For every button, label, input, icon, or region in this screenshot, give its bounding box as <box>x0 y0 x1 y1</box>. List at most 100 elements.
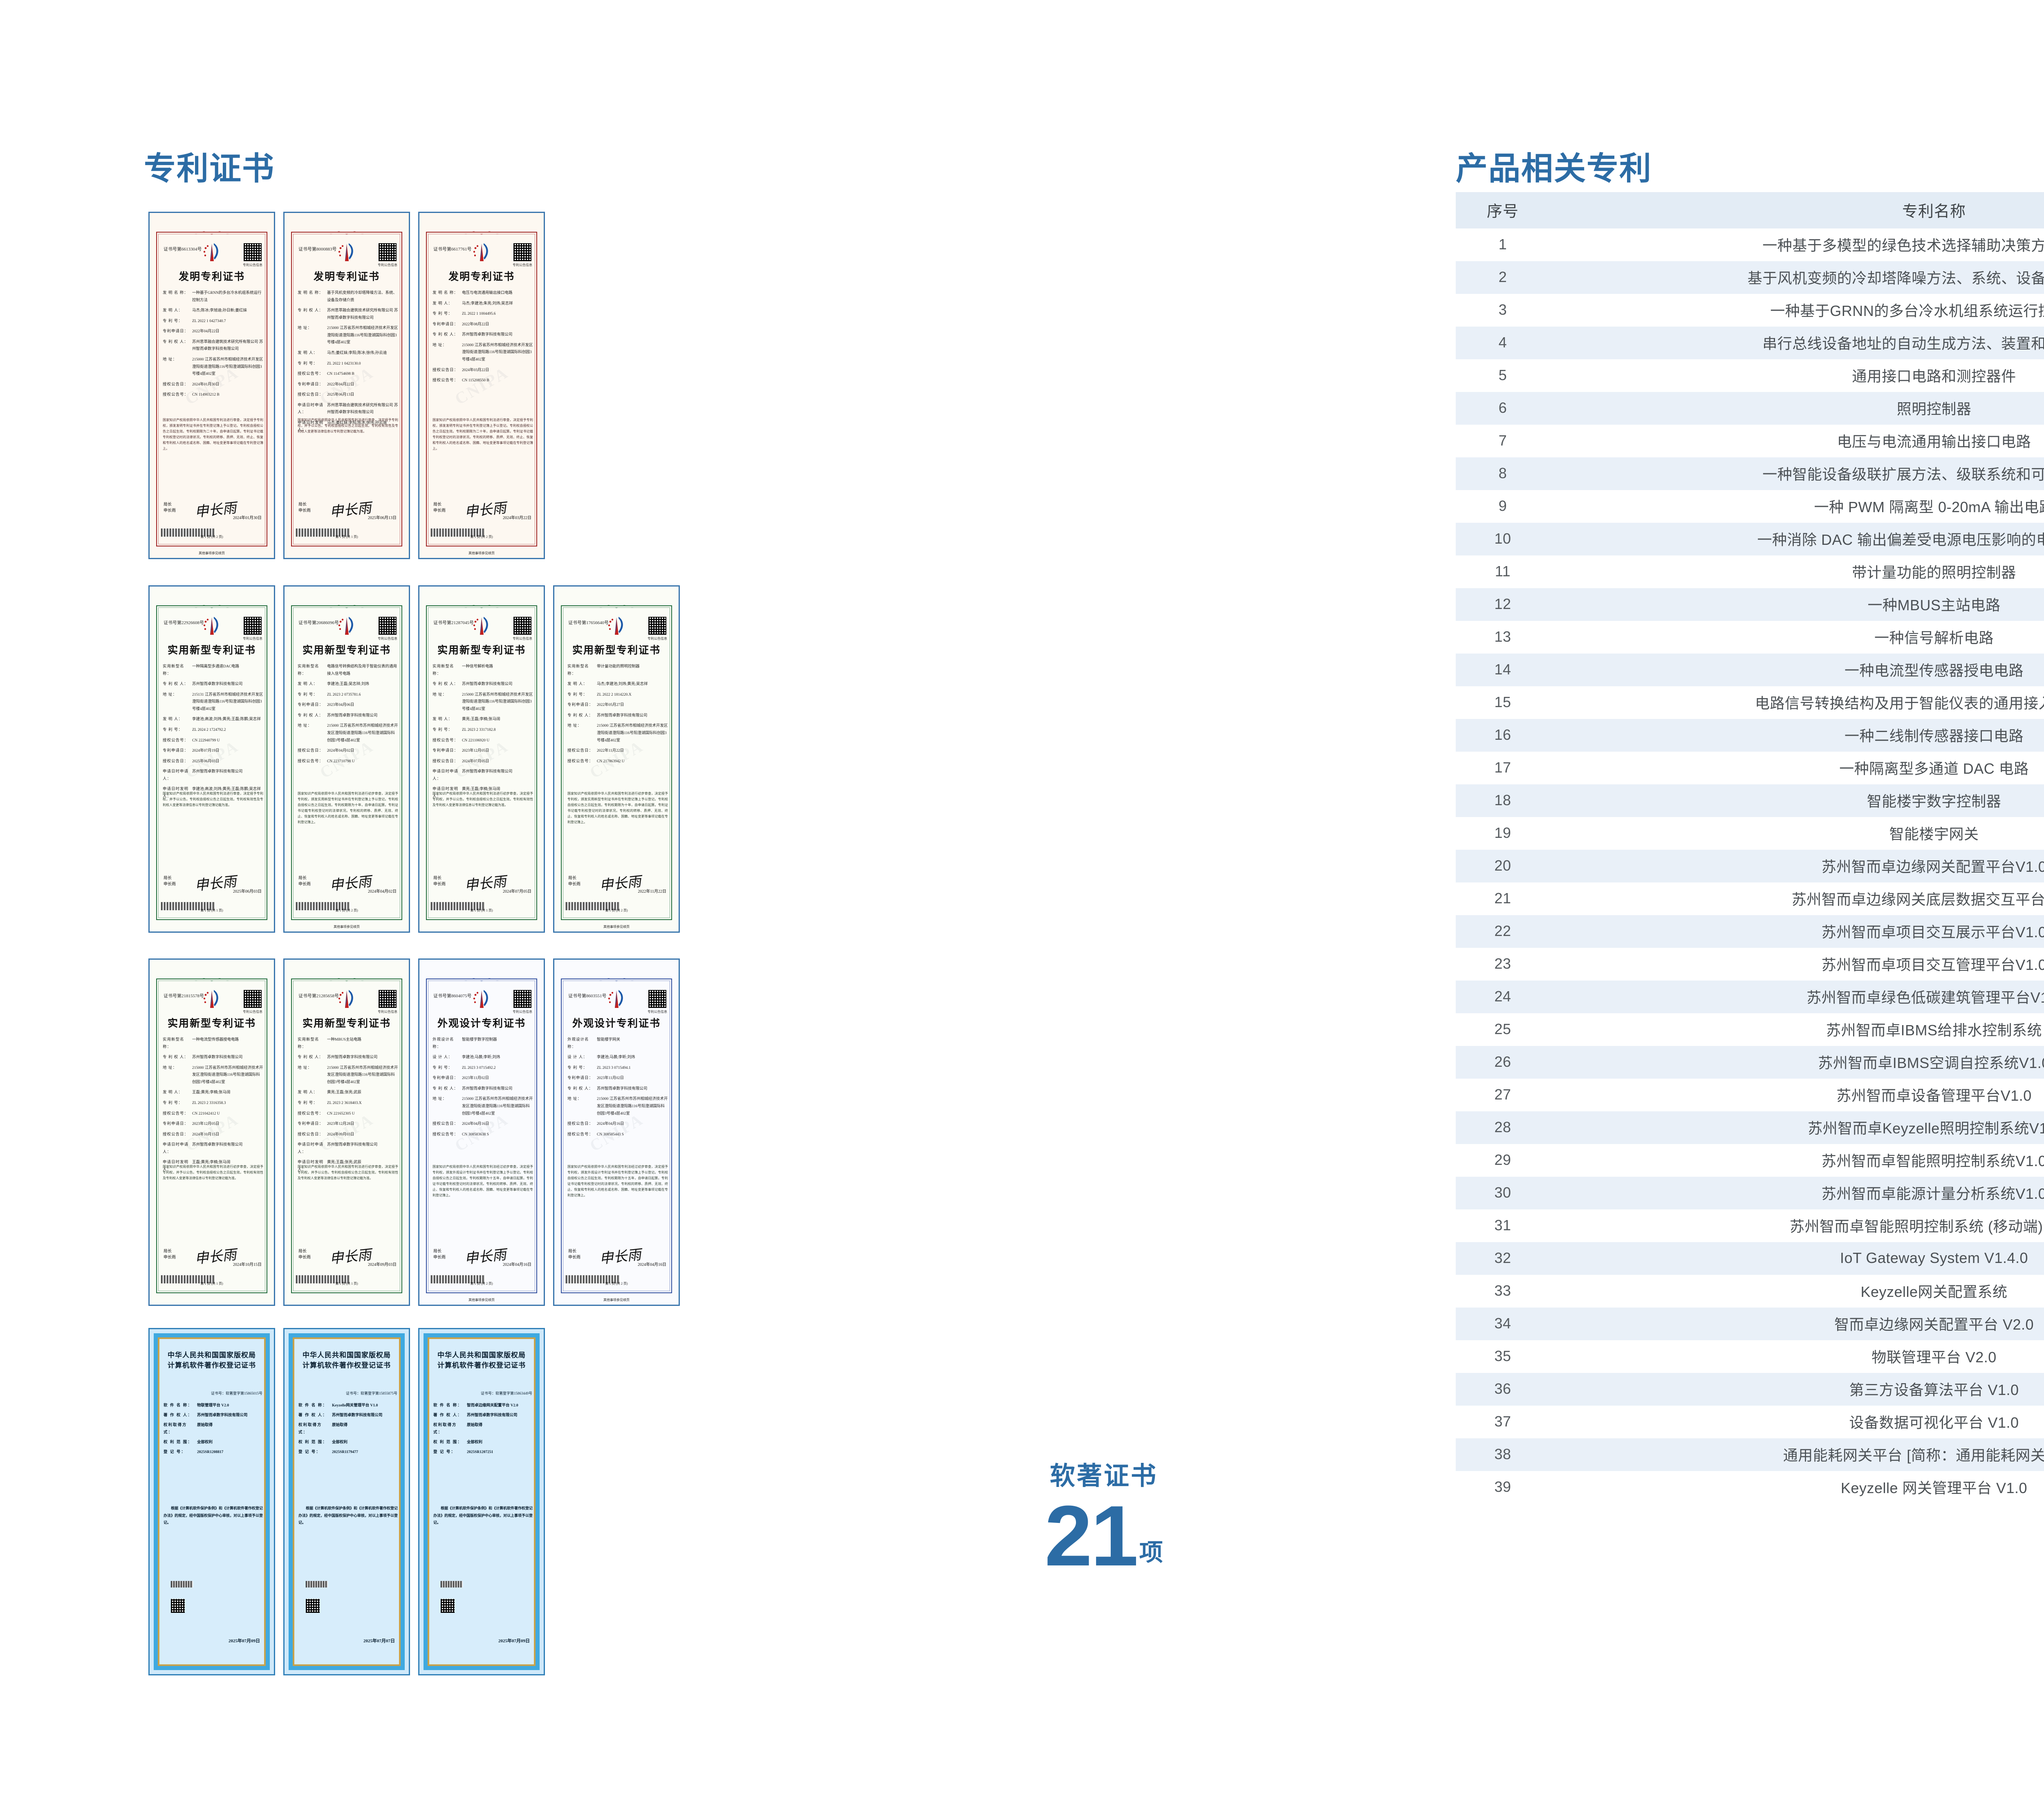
software-copyright-certificate-card[interactable]: 中华人民共和国国家版权局 计算机软件著作权登记证书 证书号：软著登字第1586344… <box>418 1328 545 1675</box>
table-row[interactable]: 7电压与电流通用输出接口电路发明 <box>1456 425 2044 457</box>
patent-certificate-card[interactable]: CNIPA 证书号第21285658号 专利公告信息 实用新型专利证书 实用新型名称：一… <box>283 958 410 1306</box>
patent-certificate-card[interactable]: CNIPA 证书号第22926608号 专利公告信息 实用新型专利证书 实用新型名称：一… <box>148 585 275 933</box>
patent-certificate-card[interactable]: CNIPA 证书号第21287045号 专利公告信息 实用新型专利证书 实用新型名称：一… <box>418 585 545 933</box>
certificate-field-value: 2023年12月28日 <box>327 1122 354 1126</box>
table-row[interactable]: 19智能楼宇网关外观 <box>1456 817 2044 850</box>
patent-certificate-card[interactable]: CNIPA 证书号第8604075号 专利公告信息 外观设计专利证书 外观设计名称： 智能… <box>418 958 545 1306</box>
table-row[interactable]: 13一种信号解析电路实用新型 <box>1456 621 2044 654</box>
qr-code-icon[interactable] <box>513 990 531 1008</box>
certificate-field-value: 黄亮;王磊;张亮;武辰 <box>327 1090 361 1095</box>
certificate-field-label: 发 明 人： <box>298 1090 318 1095</box>
table-cell-col-no: 5 <box>1456 359 1550 392</box>
director-block: 局长 申长雨 <box>433 1248 446 1261</box>
software-copyright-certificate-card[interactable]: 中华人民共和国国家版权局 计算机软件著作权登记证书 证书号：软著登字第1585587… <box>283 1328 410 1675</box>
certificate-field: 专 利 号： ZL 2023 2 3618403.X <box>298 1100 398 1107</box>
table-row[interactable]: 16一种二线制传感器接口电路实用新型 <box>1456 719 2044 752</box>
certificate-field-value: CN 223710798 U <box>327 759 355 764</box>
barcode-icon <box>296 902 349 910</box>
table-row[interactable]: 25苏州智而卓IBMS给排水控制系统软著 <box>1456 1013 2044 1046</box>
patent-certificate-card[interactable]: CNIPA 证书号第20686096号 专利公告信息 实用新型专利证书 实用新型名称：电… <box>283 585 410 933</box>
software-qr-code-icon[interactable] <box>441 1599 455 1613</box>
software-qr-code-icon[interactable] <box>306 1599 320 1613</box>
table-row[interactable]: 11带计量功能的照明控制器实用新型 <box>1456 555 2044 588</box>
certificate-legal-text: 国家知识产权局依照中华人民共和国专利法经过初步审查，决定授予专利权，颁发外观设计… <box>567 1165 668 1197</box>
certificate-legal-text: 国家知识产权局依照中华人民共和国专利法进行审查，决定授予专利权，并予以公告。专利… <box>298 418 398 433</box>
certificate-field-value: 215000 江苏省苏州市苏州相城经济技术开发区澄阳街道澄阳路116号阳澄湖国际… <box>327 724 398 743</box>
patent-certificate-card[interactable]: CNIPA 证书号第6613304号 专利公告信息 发明专利证书发 明 名 称： 一种基… <box>148 212 275 559</box>
table-row[interactable]: 14一种电流型传感器授电电路实用新型 <box>1456 654 2044 686</box>
qr-code-icon[interactable] <box>379 990 397 1008</box>
qr-code-icon[interactable] <box>648 990 666 1008</box>
table-row[interactable]: 1一种基于多模型的绿色技术选择辅助决策方法和系统发明 <box>1456 228 2044 261</box>
certificate-field-label: 授权公告日： <box>567 749 594 753</box>
patent-certificate-card[interactable]: CNIPA 证书号第8000883号 专利公告信息 发明专利证书发 明 名 称： 基于风… <box>283 212 410 559</box>
patent-certificate-card[interactable]: CNIPA 证书号第17656640号 专利公告信息 实用新型专利证书 实用新型名称：带… <box>553 585 680 933</box>
qr-code-icon[interactable] <box>244 617 262 635</box>
table-row[interactable]: 15电路信号转换结构及用于智能仪表的通用接入信号电路实用新型 <box>1456 686 2044 719</box>
table-row[interactable]: 12一种MBUS主站电路实用新型 <box>1456 588 2044 621</box>
certificate-page-of: 第 1 页 (共 2 页) <box>470 535 493 539</box>
table-row[interactable]: 18智能楼宇数字控制器外观 <box>1456 784 2044 817</box>
software-qr-code-icon[interactable] <box>171 1599 185 1613</box>
certificate-field-label: 专 利 号： <box>433 1066 453 1070</box>
certificate-field-label: 专利申请日： <box>298 382 324 387</box>
software-certificate-number: 证书号：软著登字第15863449号 <box>481 1390 532 1396</box>
certificate-field-value: ZL 2023 2 3618403.X <box>327 1101 362 1105</box>
patent-certificate-card[interactable]: CNIPA 证书号第6617761号 专利公告信息 发明专利证书发 明 名 称： 电压与… <box>418 212 545 559</box>
director-name: 申长雨 <box>298 1255 311 1260</box>
table-row[interactable]: 33Keyzelle网关配置系统软著 <box>1456 1275 2044 1308</box>
table-cell-col-name: 一种MBUS主站电路 <box>1550 588 2044 621</box>
software-copyright-certificate-card[interactable]: 中华人民共和国国家版权局 计算机软件著作权登记证书 证书号：软著登字第1586501… <box>148 1328 275 1675</box>
table-cell-col-name: 智能楼宇网关 <box>1550 817 2044 850</box>
software-field-value: 原始取得 <box>197 1423 213 1428</box>
table-row[interactable]: 3一种基于GRNN的多台冷水机组系统运行控制方法发明 <box>1456 294 2044 327</box>
certificate-field-value: 2024年07月05日 <box>462 759 489 764</box>
qr-code-icon[interactable] <box>244 990 262 1008</box>
certificate-field: 地 址： 215000 江苏省苏州市苏州相城经济技术开发区澄阳街道澄阳路116号阳… <box>298 723 398 744</box>
table-row[interactable]: 21苏州智而卓边缘网关底层数据交互平台V1.0软著 <box>1456 882 2044 915</box>
patent-certificate-card[interactable]: CNIPA 证书号第21815578号 专利公告信息 实用新型专利证书 实用新型名称：一… <box>148 958 275 1306</box>
table-cell-col-no: 32 <box>1456 1242 1550 1275</box>
certificate-field-value: 2024年03月22日 <box>462 368 489 372</box>
certificate-field-label: 申请日时发明人： <box>433 787 459 799</box>
qr-code-icon[interactable] <box>648 617 666 635</box>
qr-code-icon[interactable] <box>379 243 397 261</box>
qr-code-icon[interactable] <box>379 617 397 635</box>
certificate-title: 实用新型专利证书 <box>302 1018 391 1029</box>
qr-code-icon[interactable] <box>513 243 531 261</box>
table-row[interactable]: 9一种 PWM 隔离型 0-20mA 输出电路发明 <box>1456 490 2044 523</box>
qr-code-icon[interactable] <box>244 243 262 261</box>
certificate-legal-text: 国家知识产权局依照中华人民共和国专利法进行初步审查，决定授予专利权，颁发实用新型… <box>567 792 668 824</box>
certificate-field: 专 利 权 人： 苏州思萃融合建筑技术研究所有限公司 苏州智而卓数字科技有限公司 <box>298 307 398 322</box>
certificate-field-label: 专 利 号： <box>298 692 318 697</box>
certificate-field-value: CN 114903212 B <box>192 393 220 397</box>
certificate-field-label: 专利申请日： <box>567 703 594 708</box>
software-count-unit: 项 <box>1139 1539 1163 1566</box>
qr-code-icon[interactable] <box>513 617 531 635</box>
table-row[interactable]: 6照明控制器发明 <box>1456 392 2044 425</box>
table-row[interactable]: 5通用接口电路和测控器件发明 <box>1456 359 2044 392</box>
patent-certificate-card[interactable]: CNIPA 证书号第8603551号 专利公告信息 外观设计专利证书 外观设计名称： 智能… <box>553 958 680 1306</box>
